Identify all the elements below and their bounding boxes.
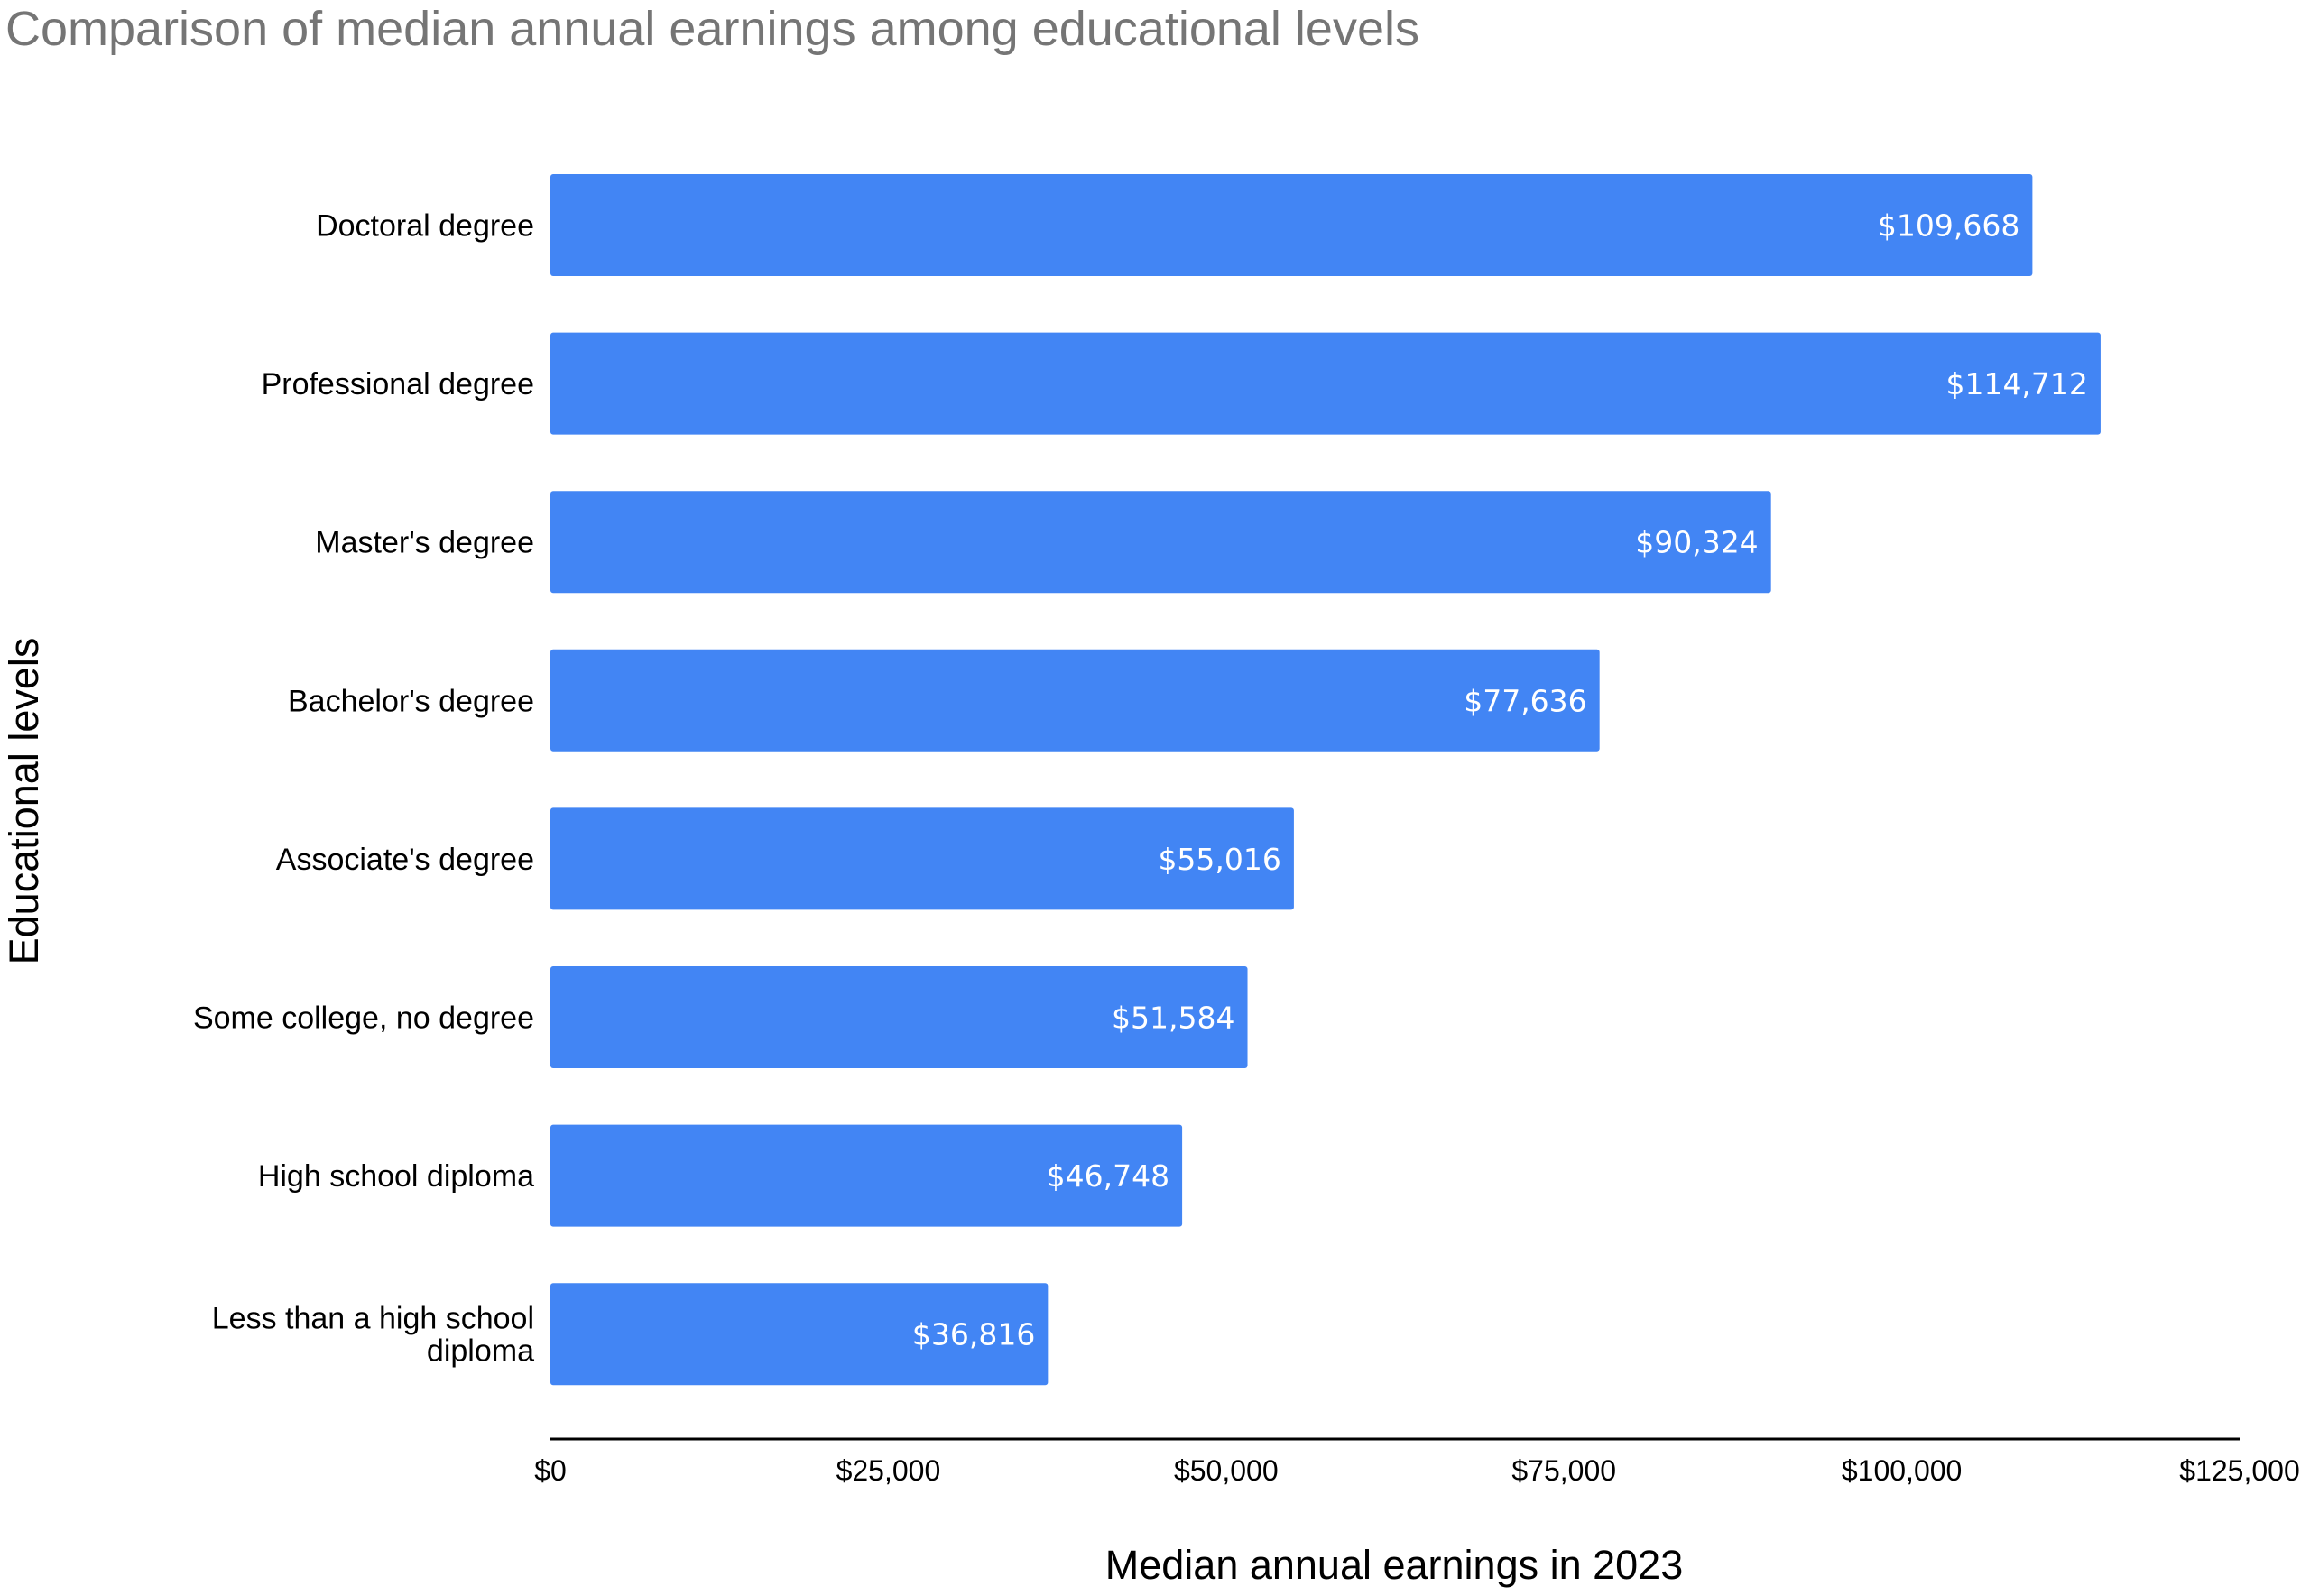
bar [550, 1124, 1183, 1227]
data-label: $77,636 [1464, 683, 1586, 718]
category-label: Master's degree [315, 526, 534, 560]
bars [550, 174, 2101, 1386]
data-label: $90,324 [1635, 525, 1758, 560]
data-label: $51,584 [1112, 1001, 1234, 1036]
x-tick-label: $125,000 [2179, 1454, 2299, 1487]
category-label: Doctoral degree [316, 209, 534, 244]
x-axis-ticks: $0 $25,000 $50,000 $75,000 $100,000 $125,000 [534, 1454, 2300, 1487]
x-axis-title: Median annual earnings in 2023 [1105, 1542, 1683, 1588]
data-labels: $109,668 $114,712 $90,324 $77,636 $55,016 $51… [912, 208, 2088, 1352]
category-label: Some college, no degree [193, 1001, 534, 1036]
category-label: Less than a high school diploma [212, 1302, 534, 1369]
x-tick-label: $0 [534, 1454, 567, 1487]
data-label: $46,748 [1047, 1158, 1169, 1194]
data-label: $114,712 [1945, 366, 2087, 401]
bar [550, 491, 1771, 594]
chart-title: Comparison of median annual earnings amo… [5, 2, 1419, 56]
bar [550, 1283, 1049, 1386]
category-label: Professional degree [262, 367, 534, 401]
x-tick-label: $25,000 [836, 1454, 941, 1487]
x-tick-label: $75,000 [1511, 1454, 1616, 1487]
y-axis-title: Educational levels [1, 638, 47, 965]
x-tick-label: $100,000 [1842, 1454, 1962, 1487]
data-label: $36,816 [912, 1317, 1035, 1352]
category-label: Associate's degree [276, 843, 534, 877]
category-label: Bachelor's degree [288, 684, 534, 718]
data-label: $55,016 [1158, 842, 1280, 877]
x-tick-label: $50,000 [1174, 1454, 1279, 1487]
bar [550, 174, 2033, 276]
bar [550, 649, 1600, 752]
category-labels: Doctoral degree Professional degree Master… [193, 209, 534, 1369]
bar [550, 332, 2101, 435]
bar [550, 807, 1294, 910]
bar [550, 966, 1248, 1068]
data-label: $109,668 [1878, 208, 2019, 244]
category-label: High school diploma [258, 1159, 534, 1194]
